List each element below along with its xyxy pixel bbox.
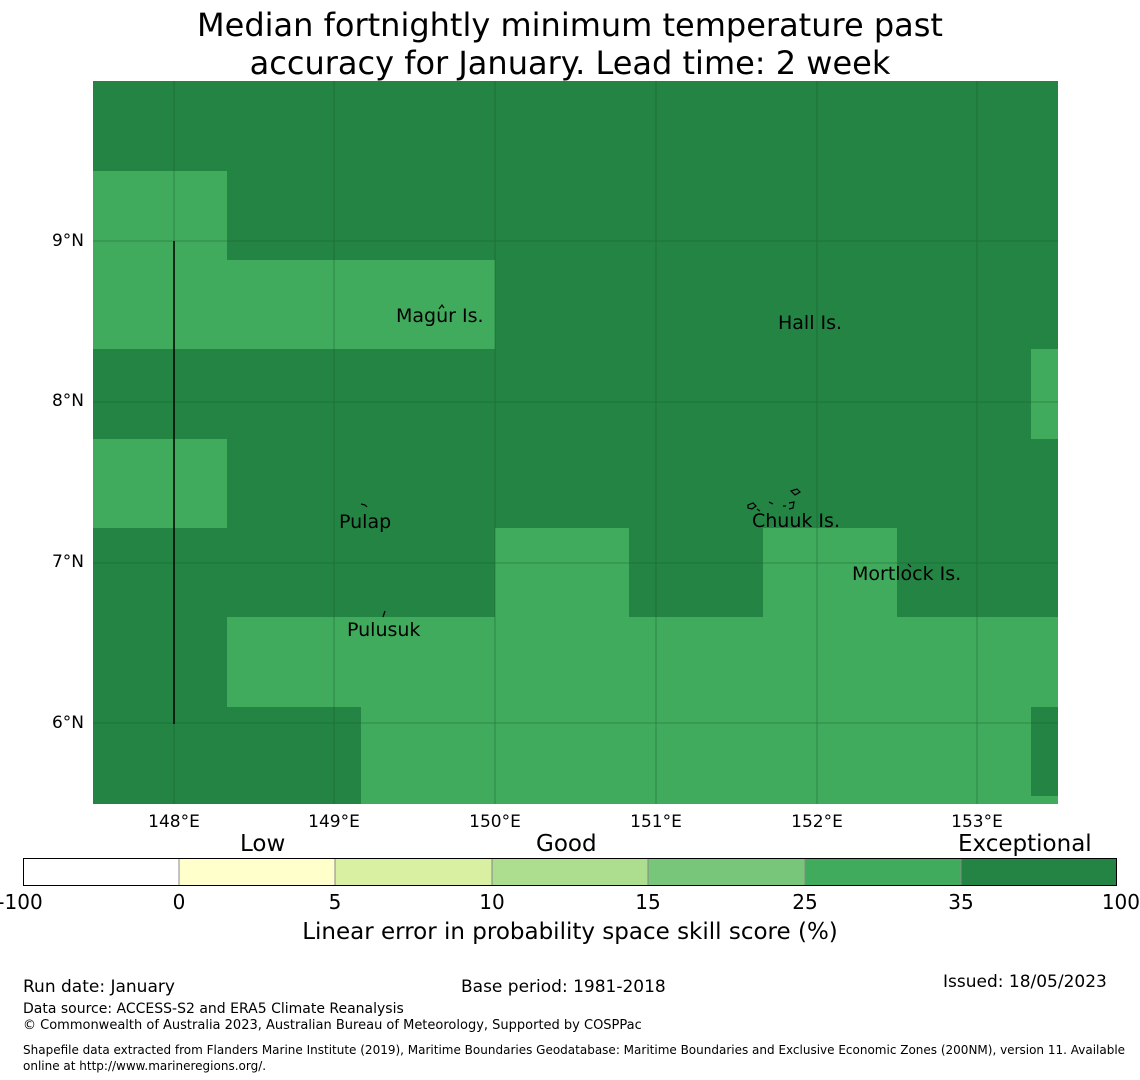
shapefile-credit-line-2: online at http://www.marineregions.org/. — [23, 1059, 267, 1073]
legend-category-exceptional: Exceptional — [958, 831, 1092, 857]
colorbar-tick: 15 — [635, 890, 661, 914]
issued-date: Issued: 18/05/2023 — [943, 972, 1107, 992]
colorbar-segment-25-35 — [805, 858, 961, 886]
skill-map — [93, 81, 1058, 804]
grid-cell-good — [93, 439, 227, 528]
place-label-pulusuk: Pulusuk — [347, 619, 421, 641]
run-date: Run date: January — [23, 977, 175, 997]
island-outline — [360, 503, 368, 508]
colorbar-tick: -100 — [0, 890, 43, 914]
island-outline — [789, 488, 801, 496]
island-outline — [788, 501, 795, 510]
island-outline — [768, 501, 774, 505]
lon-label-151e: 151°E — [630, 812, 682, 832]
place-label-pulap: Pulap — [339, 511, 392, 533]
title-line-2: accuracy for January. Lead time: 2 week — [249, 44, 891, 82]
grid-cell-good — [93, 171, 227, 260]
colorbar-tick: 25 — [792, 890, 818, 914]
grid-cell-good — [227, 617, 1058, 707]
colorbar-segment-10-15 — [492, 858, 648, 886]
island-outline — [747, 502, 757, 510]
lon-label-149e: 149°E — [308, 812, 360, 832]
island-outline — [907, 563, 912, 568]
lon-label-152e: 152°E — [791, 812, 843, 832]
colorbar-segment-5-10 — [335, 858, 492, 886]
colorbar-segment-35-100 — [961, 858, 1117, 886]
colorbar-segment-0-5 — [179, 858, 335, 886]
colorbar-tick: 100 — [1101, 890, 1140, 914]
lon-label-153e: 153°E — [951, 812, 1003, 832]
grid-cell-good — [1031, 349, 1058, 439]
lat-label-7n: 7°N — [51, 552, 84, 572]
lat-label-6n: 6°N — [51, 713, 84, 733]
colorbar-tick: 35 — [948, 890, 974, 914]
grid-cell-good — [1031, 796, 1058, 804]
shapefile-credit-line-1: Shapefile data extracted from Flanders M… — [23, 1043, 1126, 1057]
lon-label-148e: 148°E — [148, 812, 200, 832]
colorbar — [23, 858, 1117, 886]
colorbar-segment-15-25 — [648, 858, 805, 886]
colorbar-tick: 10 — [479, 890, 505, 914]
place-label-hall: Hall Is. — [778, 312, 843, 334]
map-title: Median fortnightly minimum temperature p… — [0, 6, 1140, 82]
grid-cell-good — [361, 707, 1031, 804]
place-label-chuuk: Chuuk Is. — [752, 510, 840, 532]
grid-cell-good — [763, 528, 897, 617]
grid-cell-good — [495, 528, 629, 617]
base-period: Base period: 1981-2018 — [461, 977, 666, 997]
lon-label-150e: 150°E — [469, 812, 521, 832]
colorbar-tick: 0 — [172, 890, 186, 914]
colorbar-tick: 5 — [328, 890, 342, 914]
island-outline — [382, 610, 386, 618]
copyright: © Commonwealth of Australia 2023, Austra… — [23, 1018, 642, 1033]
legend-category-low: Low — [240, 831, 286, 857]
place-label-magur: Magur Is. — [396, 305, 484, 327]
island-outline — [438, 303, 445, 310]
shapefile-credit: Shapefile data extracted from Flanders M… — [23, 1042, 1133, 1074]
title-line-1: Median fortnightly minimum temperature p… — [197, 6, 943, 44]
grid-cell-good — [93, 260, 495, 349]
data-source: Data source: ACCESS-S2 and ERA5 Climate … — [23, 1001, 404, 1017]
map-canvas — [93, 81, 1058, 804]
legend-category-good: Good — [536, 831, 597, 857]
lat-label-8n: 8°N — [51, 391, 84, 411]
island-outline — [756, 508, 761, 512]
lat-label-9n: 9°N — [51, 231, 84, 251]
colorbar-segment-neg — [23, 858, 179, 886]
colorbar-label: Linear error in probability space skill … — [302, 919, 838, 945]
place-label-mortlock: Mortlock Is. — [852, 563, 962, 585]
